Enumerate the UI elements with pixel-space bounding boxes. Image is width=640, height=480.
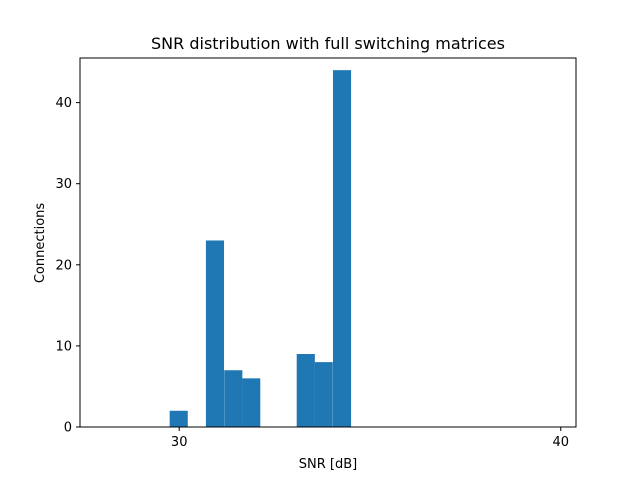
y-tick-label-4: 40 <box>55 96 72 111</box>
x-tick-label-0: 30 <box>171 435 188 450</box>
y-axis-ticks: 0 10 20 30 40 <box>55 96 80 436</box>
histogram-bar-0 <box>169 410 188 427</box>
y-tick-label-3: 30 <box>55 177 72 192</box>
x-axis-label: SNR [dB] <box>299 457 357 472</box>
histogram-bar-6 <box>332 70 352 428</box>
histogram-bar-4 <box>296 354 315 427</box>
bars-group <box>169 70 352 428</box>
y-tick-label-1: 10 <box>55 339 72 354</box>
histogram-bar-5 <box>314 362 333 427</box>
chart-title: SNR distribution with full switching mat… <box>151 34 505 53</box>
histogram-bar-2 <box>224 370 243 427</box>
plot-frame <box>79 57 577 428</box>
y-tick-label-0: 0 <box>64 421 72 436</box>
y-axis-label: Connections <box>33 203 48 284</box>
y-tick-label-2: 20 <box>55 258 72 273</box>
histogram-bar-1 <box>205 240 225 427</box>
histogram-bar-3 <box>242 378 261 427</box>
x-tick-label-1: 40 <box>552 435 569 450</box>
x-axis-ticks: 30 40 <box>171 427 569 450</box>
